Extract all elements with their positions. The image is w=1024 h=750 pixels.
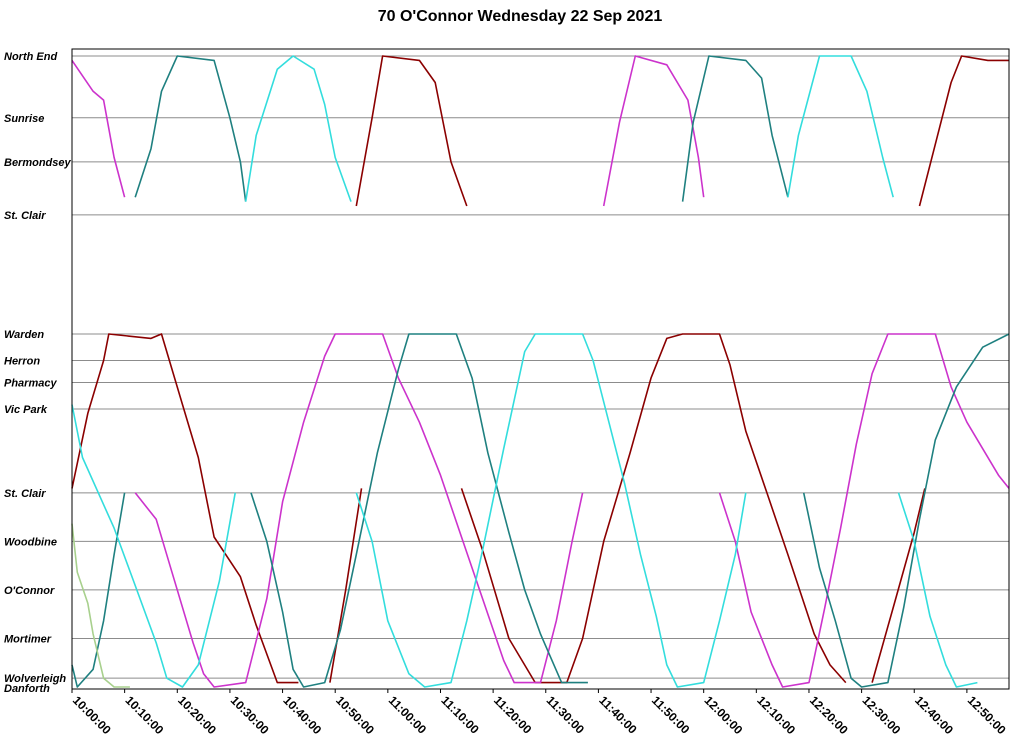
trip-line — [718, 333, 1010, 688]
plot-frame — [71, 48, 1010, 690]
x-tick-label: 12:20:00 — [807, 693, 851, 737]
x-tick-labels: 10:00:00 10:10:00 10:20:00 10:30:00 10:40:00… — [70, 689, 1009, 737]
x-tick-label: 10:20:00 — [175, 693, 219, 737]
x-tick-label: 11:40:00 — [596, 693, 640, 737]
trip-line — [602, 55, 705, 207]
trip-line — [787, 55, 894, 198]
trip-line — [71, 404, 236, 688]
trip-line — [134, 55, 247, 202]
x-tick-label: 10:40:00 — [280, 693, 324, 737]
stop-label: Pharmacy — [4, 378, 57, 390]
x-tick-label: 10:10:00 — [123, 693, 167, 737]
trip-lines — [71, 55, 1010, 688]
x-tick-label: 11:10:00 — [438, 693, 482, 737]
stop-label: O'Connor — [4, 585, 55, 597]
trip-line — [134, 333, 584, 688]
gridlines — [72, 55, 1009, 679]
x-tick-label: 11:50:00 — [649, 693, 693, 737]
trip-line — [71, 492, 126, 688]
trip-line — [897, 492, 978, 688]
trip-line — [244, 55, 352, 202]
trip-line — [250, 333, 588, 688]
stop-label: Mortimer — [4, 633, 52, 645]
trip-line — [802, 333, 1010, 688]
stop-label: Danforth — [4, 683, 50, 695]
trip-line — [681, 55, 789, 202]
trip-line — [71, 59, 126, 198]
stop-label: Wolverleigh — [4, 673, 66, 685]
trip-line — [460, 333, 847, 684]
x-tick-label: 10:50:00 — [333, 693, 377, 737]
trip-line — [355, 333, 747, 688]
stop-labels: North End Sunrise Bermondsey St. Clair Warde… — [4, 51, 72, 695]
stop-label: Vic Park — [4, 404, 48, 416]
x-tick-label: 10:30:00 — [228, 693, 272, 737]
trip-line — [71, 523, 130, 688]
x-tick-label: 11:00:00 — [386, 693, 430, 737]
x-tick-label: 11:30:00 — [544, 693, 588, 737]
trip-line — [329, 488, 363, 683]
x-tick-label: 12:00:00 — [702, 693, 746, 737]
trip-line — [71, 333, 299, 684]
x-tick-label: 12:10:00 — [754, 693, 798, 737]
stop-label: St. Clair — [4, 210, 46, 222]
stop-label: Woodbine — [4, 536, 57, 548]
stop-label: Bermondsey — [4, 157, 72, 169]
x-tick-label: 12:50:00 — [965, 693, 1009, 737]
chart-title: 70 O'Connor Wednesday 22 Sep 2021 — [378, 8, 663, 25]
trip-line — [871, 488, 926, 683]
stop-label: Warden — [4, 329, 44, 341]
x-tick-label: 11:20:00 — [491, 693, 535, 737]
stop-label: Herron — [4, 355, 40, 367]
stop-label: North End — [4, 51, 57, 63]
x-tick-label: 10:00:00 — [70, 693, 114, 737]
x-tick-label: 12:30:00 — [859, 693, 903, 737]
trip-line — [918, 55, 1009, 207]
trip-line — [355, 55, 468, 207]
x-tick-label: 12:40:00 — [912, 693, 956, 737]
stop-label: Sunrise — [4, 113, 44, 125]
stop-label: St. Clair — [4, 488, 46, 500]
